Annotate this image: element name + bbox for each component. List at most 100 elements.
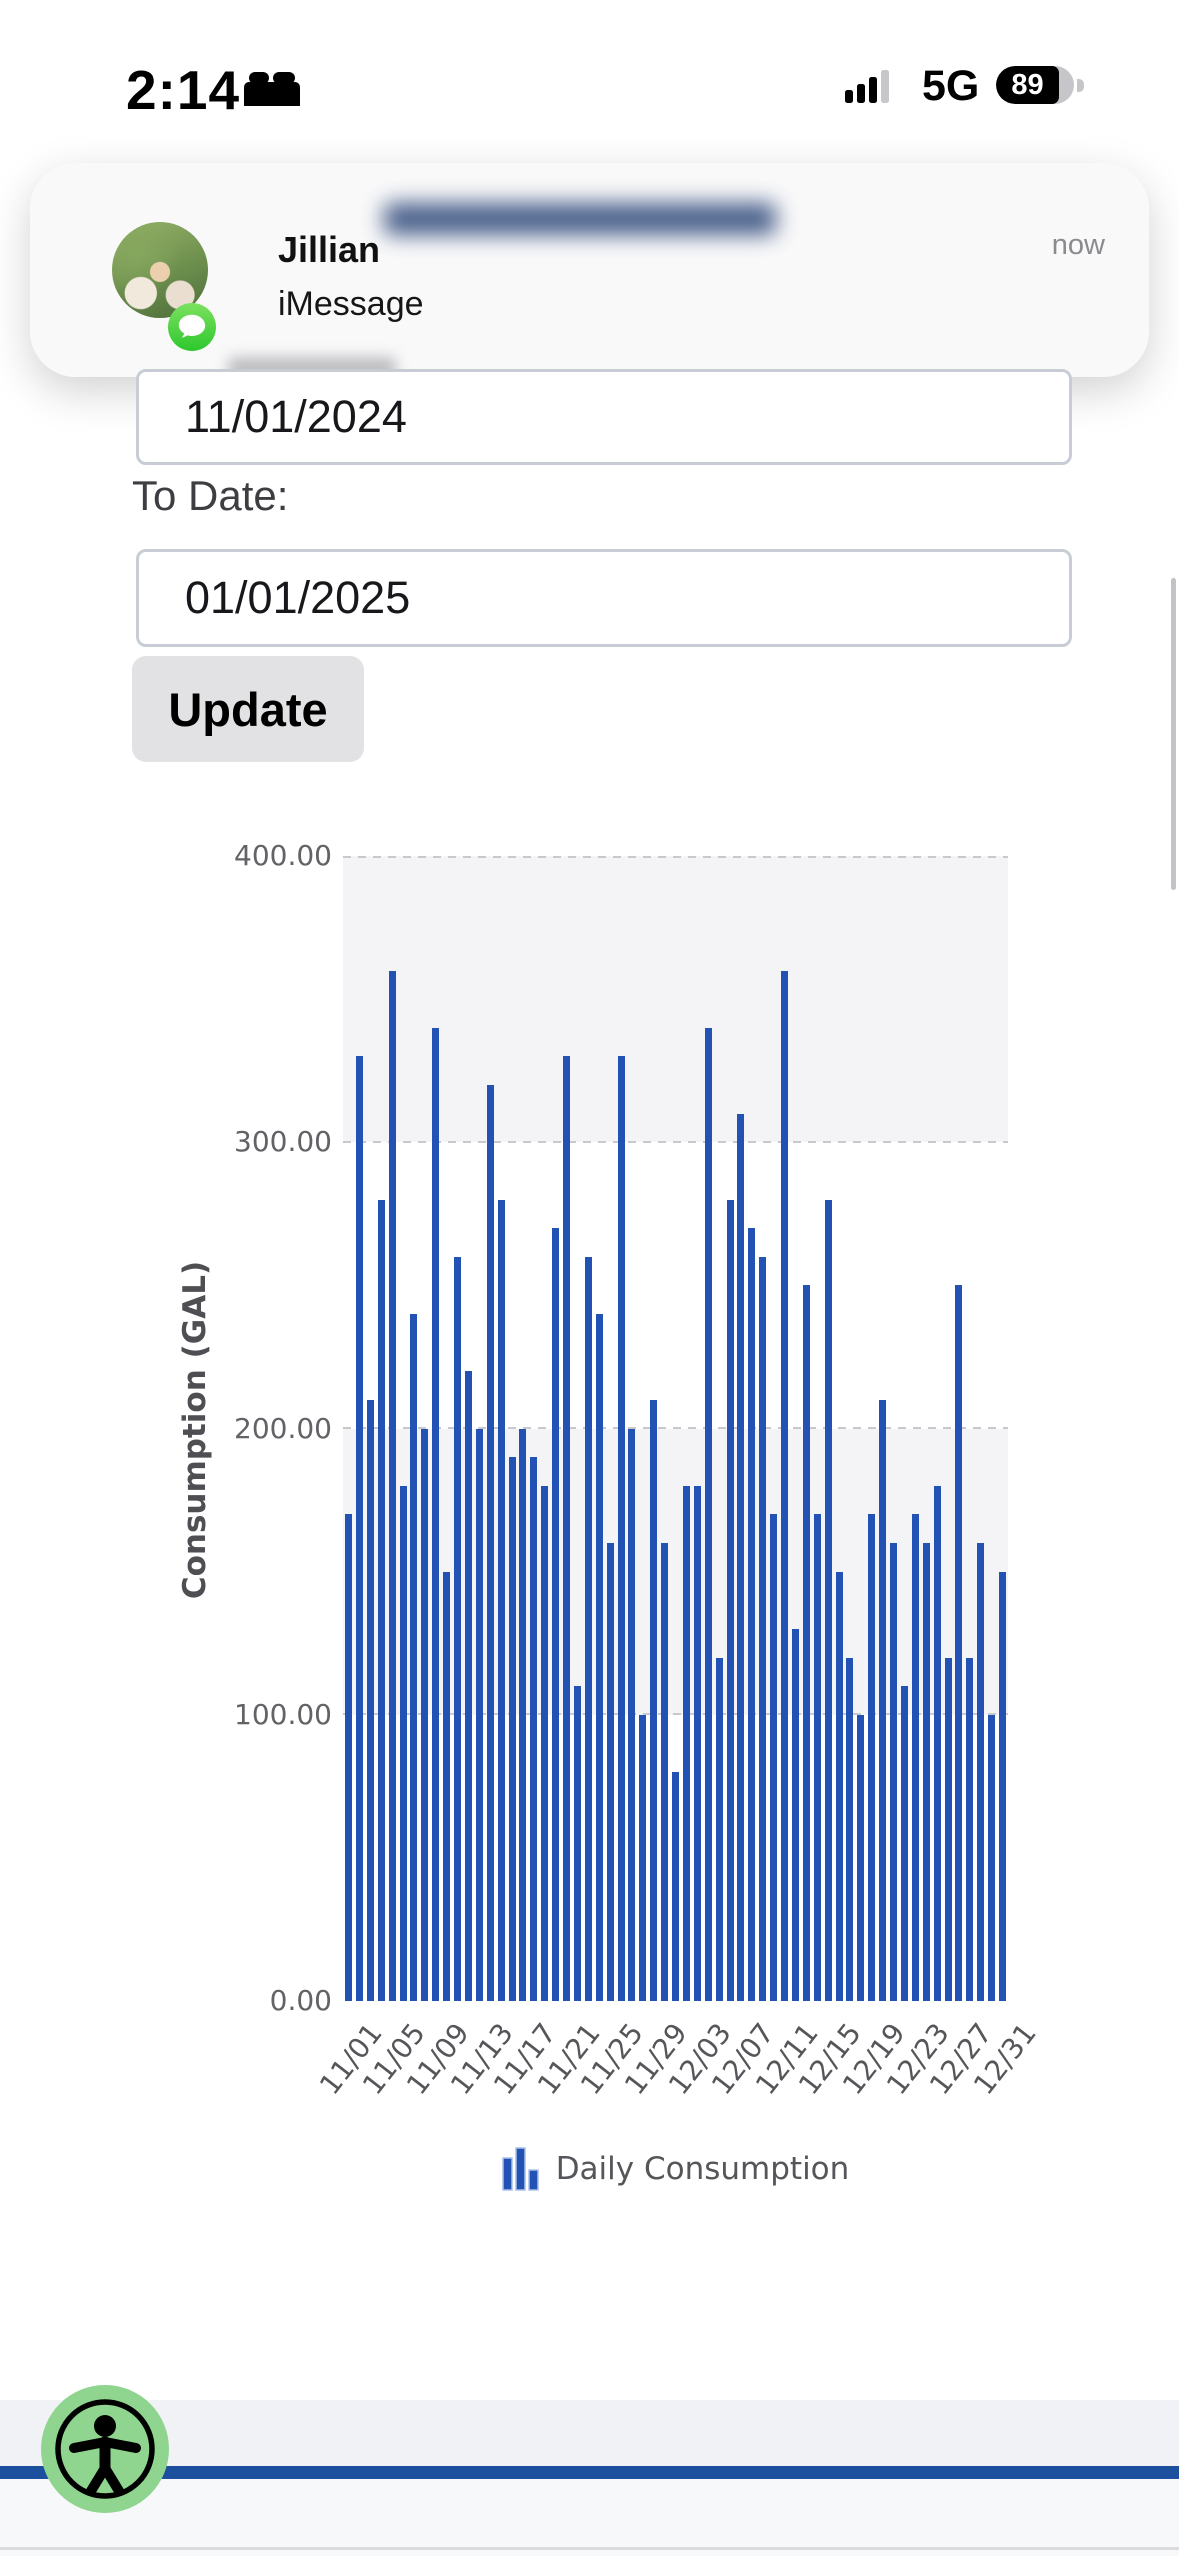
bar-11/18 <box>530 1457 538 2001</box>
bar-12/23 <box>911 1514 919 2001</box>
battery-nub <box>1077 79 1084 92</box>
bar-11/21 <box>563 1056 571 2001</box>
cellular-signal-icon <box>845 69 889 103</box>
bar-11/07 <box>410 1314 418 2001</box>
bar-11/30 <box>661 1543 669 2001</box>
legend-bar-chart-icon <box>501 2147 539 2191</box>
bar-12/04 <box>704 1027 712 2001</box>
bar-12/13 <box>802 1285 810 2001</box>
bar-12/15 <box>824 1199 832 2001</box>
gridline-200 <box>343 1427 1008 1429</box>
update-button[interactable]: Update <box>132 656 364 762</box>
blurred-page-header-behind-notification <box>384 203 776 235</box>
bar-12/09 <box>759 1256 767 2001</box>
bar-12/03 <box>693 1485 701 2001</box>
avatar <box>112 222 208 318</box>
bar-12/11 <box>781 970 789 2001</box>
bar-12/07 <box>737 1113 745 2001</box>
bar-11/23 <box>584 1256 592 2001</box>
bar-11/16 <box>508 1457 516 2001</box>
bar-12/17 <box>846 1657 854 2001</box>
bar-11/05 <box>388 970 396 2001</box>
bar-12/26 <box>944 1657 952 2001</box>
imessage-app-badge-icon <box>168 303 216 351</box>
bar-12/12 <box>791 1628 799 2001</box>
footer-background <box>0 2400 1179 2466</box>
bar-12/01 <box>672 1772 680 2001</box>
band-300-400 <box>343 856 1008 1142</box>
bar-11/04 <box>377 1199 385 2001</box>
bar-12/19 <box>868 1514 876 2001</box>
bar-11/15 <box>497 1199 505 2001</box>
bar-12/16 <box>835 1571 843 2001</box>
bar-11/13 <box>475 1428 483 2001</box>
bar-12/08 <box>748 1228 756 2001</box>
bar-12/27 <box>955 1285 963 2001</box>
bar-11/10 <box>443 1571 451 2001</box>
bar-12/18 <box>857 1714 865 2001</box>
footer-lower-area <box>0 2479 1179 2556</box>
imessage-notification-banner[interactable]: Jillian iMessage now <box>30 163 1149 377</box>
bar-12/22 <box>900 1686 908 2001</box>
bar-12/21 <box>890 1543 898 2001</box>
battery-fill <box>996 66 1059 104</box>
battery-icon: 89 <box>996 66 1074 104</box>
bar-12/14 <box>813 1514 821 2001</box>
bar-11/19 <box>541 1485 549 2001</box>
bar-12/20 <box>879 1399 887 2001</box>
bar-11/06 <box>399 1485 407 2001</box>
y-tick-0.00: 0.00 <box>269 1984 332 2017</box>
bar-12/02 <box>682 1485 690 2001</box>
notification-timestamp: now <box>1051 229 1105 261</box>
y-tick-200.00: 200.00 <box>234 1411 332 1445</box>
to-date-input[interactable]: 01/01/2025 <box>136 549 1072 647</box>
y-tick-400.00: 400.00 <box>234 839 332 872</box>
bar-11/20 <box>552 1228 560 2001</box>
to-date-label: To Date: <box>132 472 289 519</box>
bar-11/12 <box>464 1371 472 2001</box>
page-scrollbar[interactable] <box>1171 578 1176 890</box>
bar-12/31 <box>999 1571 1007 2001</box>
bar-11/29 <box>650 1399 658 2001</box>
bar-11/08 <box>421 1428 429 2001</box>
notification-sender: Jillian <box>278 229 381 270</box>
bar-11/03 <box>366 1399 374 2001</box>
bar-12/05 <box>715 1657 723 2001</box>
bar-11/01 <box>345 1514 352 2001</box>
notification-app-name: iMessage <box>278 285 424 323</box>
bar-11/26 <box>617 1056 625 2001</box>
band-100-200 <box>343 1429 1008 1715</box>
legend-label: Daily Consumption <box>555 2151 850 2187</box>
gridline-400 <box>343 856 1008 858</box>
footer-navy-bar <box>0 2466 1179 2479</box>
bar-12/30 <box>988 1714 996 2001</box>
sleep-focus-bed-icon <box>243 68 301 113</box>
gridline-300 <box>343 1141 1008 1143</box>
bar-11/14 <box>486 1085 494 2001</box>
gridline-100 <box>343 1713 1008 1715</box>
y-tick-300.00: 300.00 <box>234 1125 332 1159</box>
bar-11/24 <box>595 1314 603 2001</box>
bar-chart-plot-area <box>343 856 1008 2001</box>
accessibility-person-icon <box>41 2385 169 2513</box>
bar-11/28 <box>639 1714 647 2001</box>
bar-12/25 <box>933 1485 941 2001</box>
y-tick-100.00: 100.00 <box>234 1697 332 1731</box>
bar-11/25 <box>606 1543 614 2001</box>
bar-11/09 <box>432 1027 440 2001</box>
bar-12/28 <box>966 1657 974 2001</box>
bar-12/06 <box>726 1199 734 2001</box>
bar-11/27 <box>628 1428 636 2001</box>
x-axis-tick-labels: 11/01 11/05 11/09 11/13 11/17 11/21 11/25 11/29… <box>313 2001 1043 2161</box>
bar-11/22 <box>573 1686 581 2001</box>
bar-11/02 <box>355 1056 363 2001</box>
network-type-label: 5G <box>922 62 980 110</box>
accessibility-widget-button[interactable] <box>40 2384 170 2514</box>
footer-hairline <box>0 2547 1179 2550</box>
from-date-input[interactable]: 11/01/2024 <box>136 369 1072 465</box>
bar-12/24 <box>922 1543 930 2001</box>
battery-percent: 89 <box>1011 68 1044 101</box>
bar-11/11 <box>454 1256 462 2001</box>
status-time: 2:14 <box>126 59 241 121</box>
